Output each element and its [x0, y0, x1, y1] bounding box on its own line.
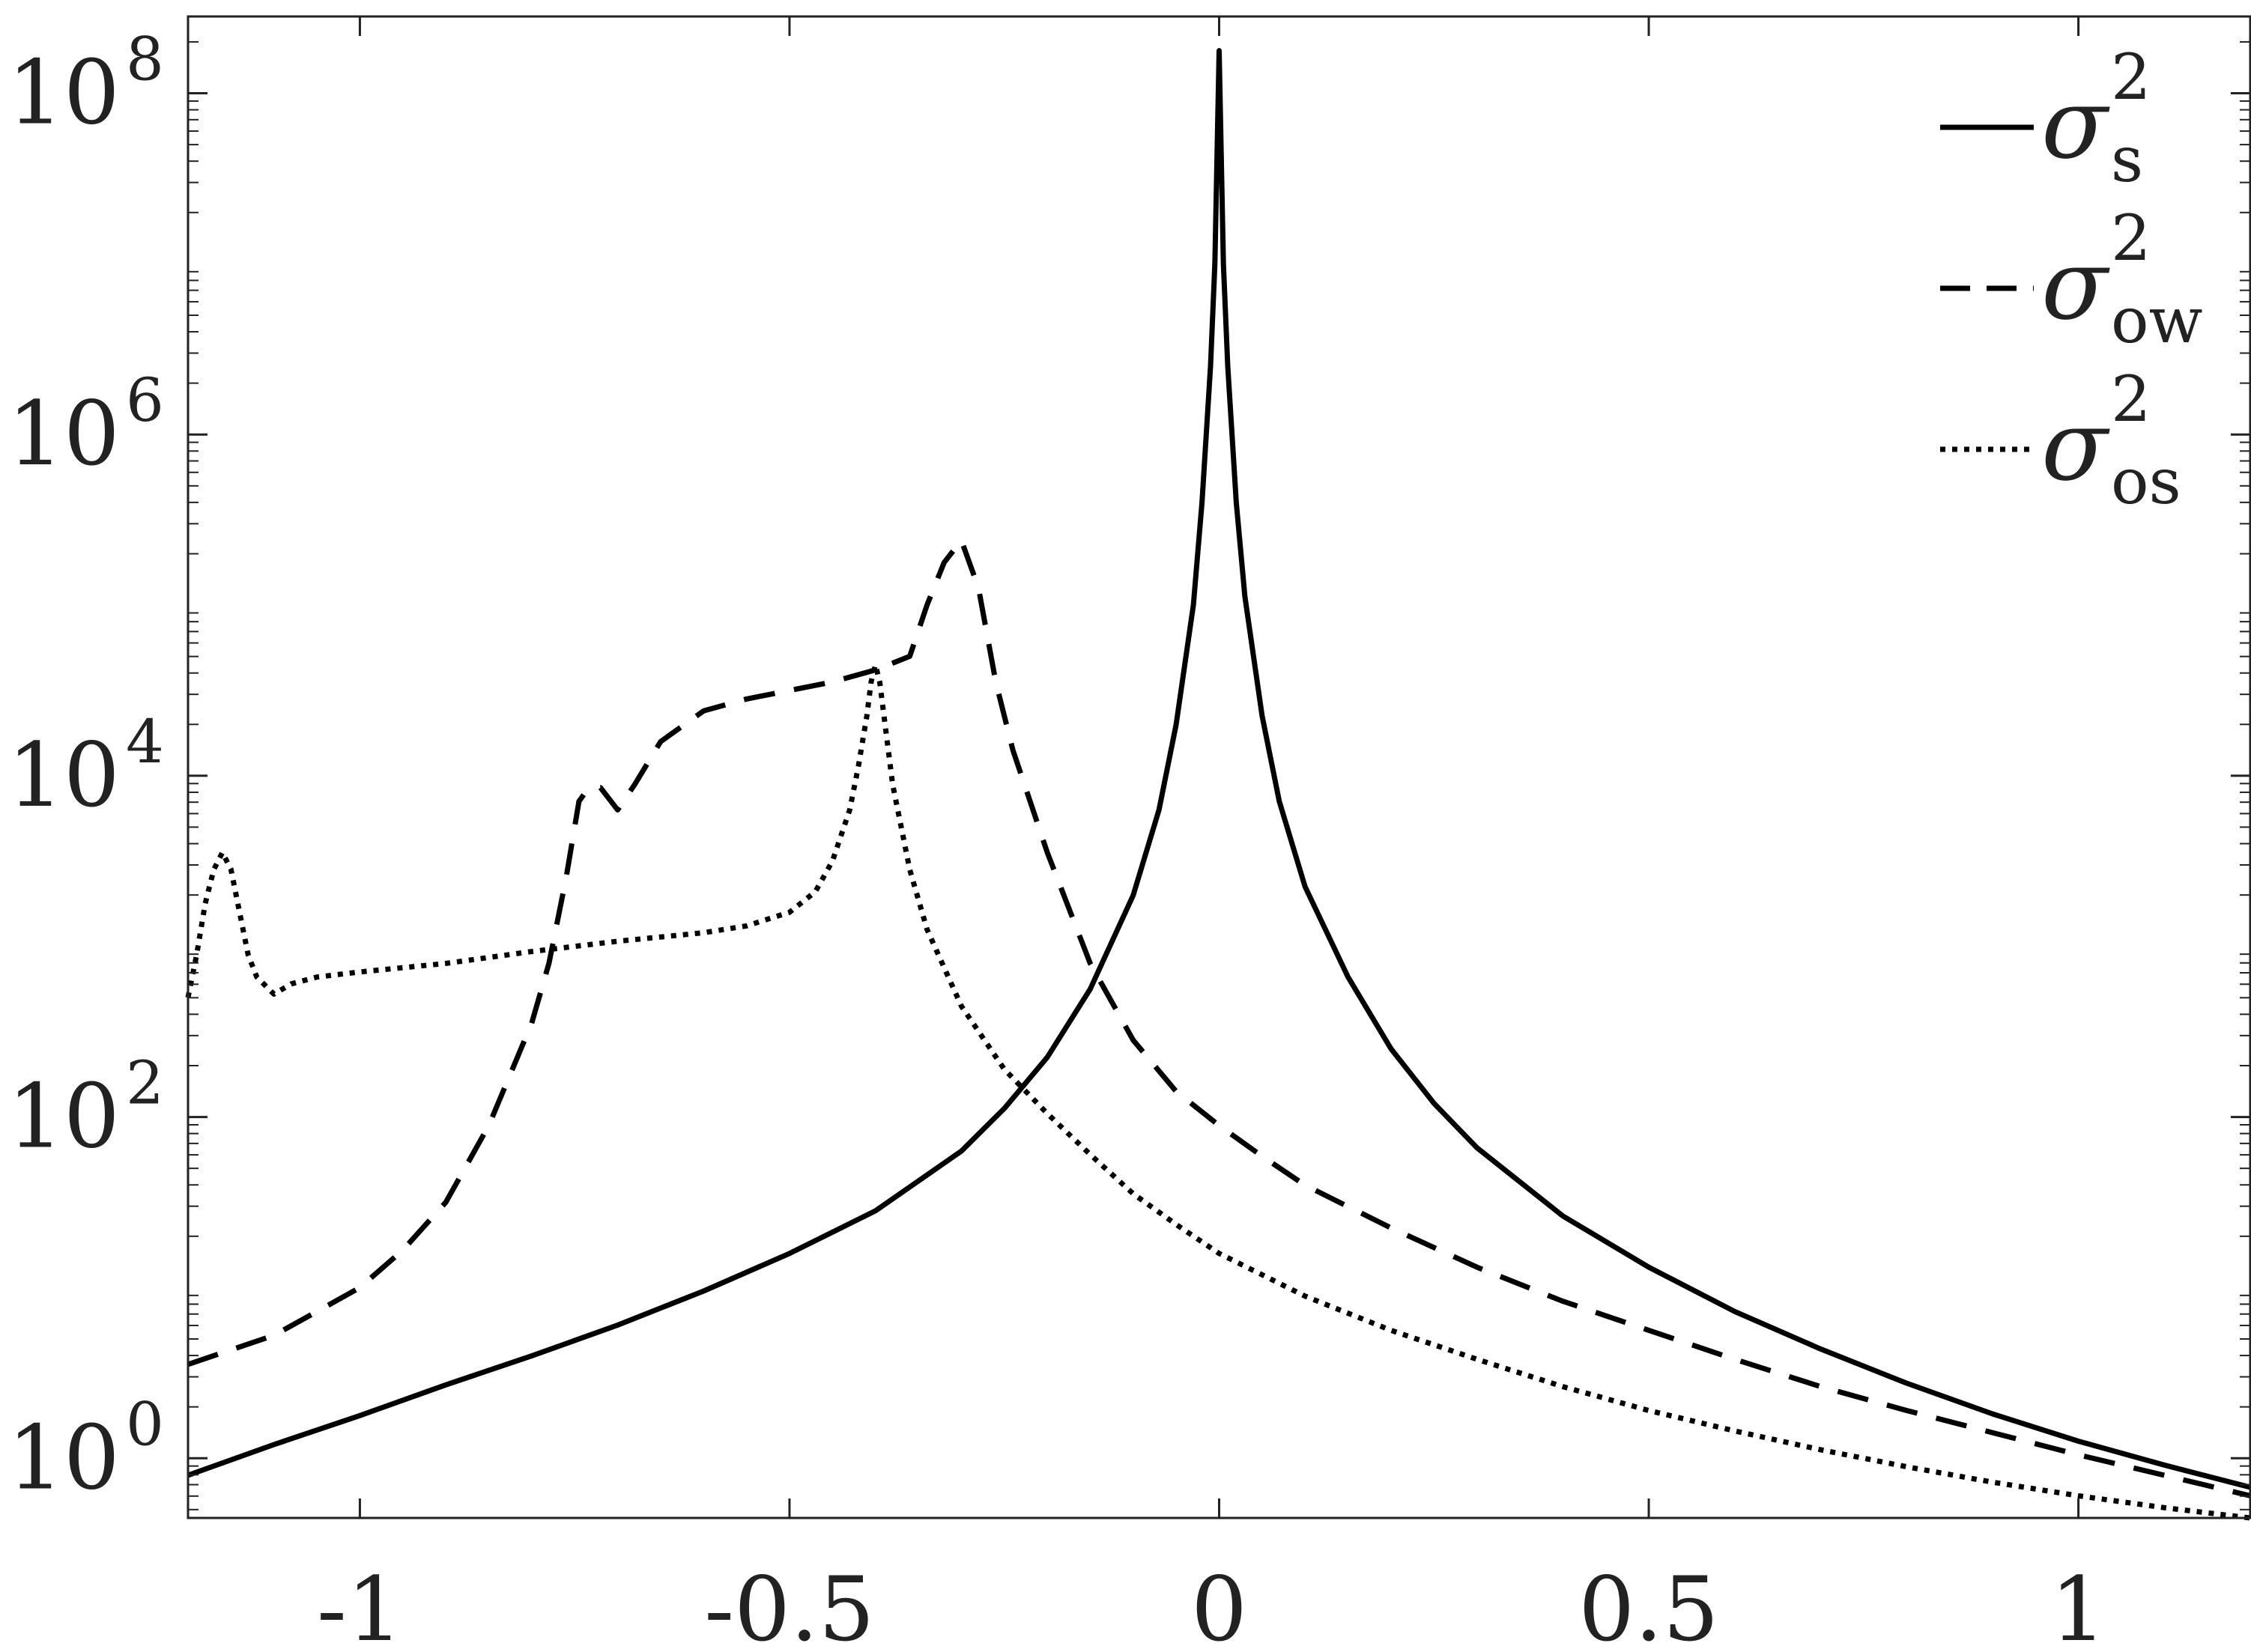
x-tick-label: 0: [1191, 1558, 1247, 1652]
legend-symbol-s: σ: [2041, 67, 2110, 180]
legend-subscript-ow: ow: [2111, 284, 2202, 357]
legend-subscript-s: s: [2111, 123, 2143, 196]
x-tick-label: -0.5: [704, 1558, 875, 1652]
y-tick-exponent: 0: [126, 1389, 164, 1459]
y-tick-exponent: 2: [126, 1048, 164, 1118]
y-tick-exponent: 8: [126, 25, 164, 94]
series-line-ow: [187, 538, 2251, 1498]
x-tick-label: 1: [2050, 1558, 2106, 1652]
legend-superscript-s: 2: [2111, 40, 2151, 114]
legend-superscript-os: 2: [2111, 362, 2151, 436]
y-tick-label: 10: [7, 1065, 120, 1168]
y-tick-exponent: 6: [126, 365, 164, 435]
series-line-s: [187, 48, 2251, 1490]
y-tick-label: 10: [7, 1406, 120, 1509]
y-tick-label: 10: [7, 723, 120, 827]
legend-symbol-ow: σ: [2041, 228, 2110, 341]
plot-area: [188, 16, 2250, 1518]
series-layer: [185, 48, 2251, 1521]
y-tick-exponent: 4: [126, 707, 164, 777]
y-tick-label: 10: [7, 41, 120, 145]
legend-superscript-ow: 2: [2111, 201, 2151, 275]
x-tick-label: 0.5: [1578, 1558, 1719, 1652]
legend-subscript-os: os: [2111, 445, 2181, 518]
legend-symbol-os: σ: [2041, 389, 2110, 502]
x-tick-label: -1: [317, 1558, 403, 1652]
y-tick-label: 10: [7, 382, 120, 485]
